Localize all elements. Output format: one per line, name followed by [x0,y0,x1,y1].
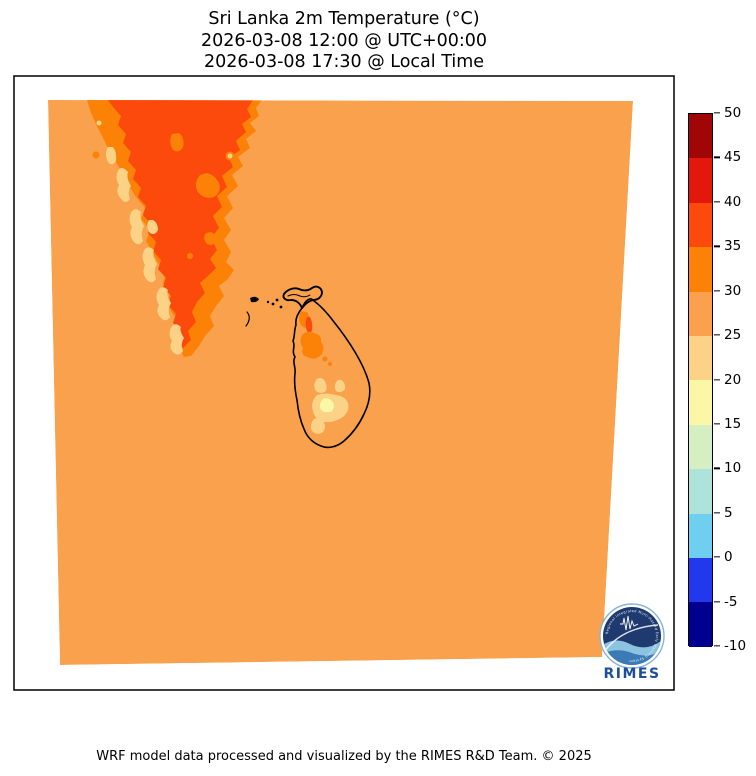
colorbar-bar [688,113,713,647]
sri-lanka-band-20-25 [334,379,346,393]
colorbar-ticks: 50 45 40 35 30 25 20 15 10 5 0 -5 -10 [713,105,756,654]
sri-lanka-band-20-25 [314,378,327,393]
colorbar-segment [689,424,712,470]
ghats-band-20-25 [116,168,131,202]
offshore-islet [279,305,283,309]
india-band-30-35-hole [195,173,220,198]
colorbar-tick-label: 35 [724,238,742,255]
colorbar-tick [714,334,720,336]
colorbar-tick-label: 40 [724,193,742,210]
colorbar-tick-label: 25 [724,327,742,344]
colorbar-tick-label: -5 [724,593,738,610]
colorbar-tick-label: 5 [724,504,733,521]
sri-lanka-band-30-35-dot [328,362,332,366]
offshore-islet [275,298,279,302]
colorbar-tick [714,467,720,469]
colorbar-segment [689,602,712,647]
sri-lanka-band-30-35-dot [322,356,328,362]
india-band-30-35-hole [187,253,193,259]
jaffna-peninsula-outline [282,285,323,309]
ghats-band-20-25 [142,247,157,283]
colorbar-segment [689,202,712,248]
figure-subtitle-utc: 2026-03-08 12:00 @ UTC+00:00 [200,30,488,51]
sri-lanka-outline [292,298,371,449]
colorbar-tick-label: 45 [724,149,742,166]
colorbar-segment [689,247,712,292]
sri-lanka-band-30-35 [300,331,324,359]
sri-lanka-band-20-25 [310,418,325,434]
india-band-30-35-hole [170,133,184,152]
colorbar-tick [714,556,720,558]
ghats-band-20-25 [147,220,158,234]
india-rameswaram-coast [245,311,250,327]
colorbar-tick-label: 30 [724,282,742,299]
colorbar-segment [689,336,712,381]
colorbar-tick [714,600,720,603]
sri-lanka-band-15-20-core [319,398,334,413]
colorbar-segment [689,114,712,159]
colorbar-tick [714,290,720,292]
rimes-logo: Regional Integrated Multi-Hazard Early W… [599,603,665,682]
colorbar-tick-label: 10 [724,460,742,477]
india-band-30-35-spot [92,151,100,159]
colorbar-tick [714,156,720,159]
pamban-island [250,296,259,303]
colorbar-segment [689,513,712,559]
colorbar-tick [714,378,720,381]
figure-title-block: Sri Lanka 2m Temperature (°C) 2026-03-08… [14,9,674,74]
ghats-band-20-25 [169,324,184,355]
colorbar-segment [689,558,712,603]
colorbar-tick-label: 0 [724,549,733,566]
figure-subtitle-local: 2026-03-08 17:30 @ Local Time [203,52,485,72]
colorbar-tick [714,512,720,514]
offshore-islet [266,300,270,304]
colorbar-tick-label: -10 [724,638,747,654]
colorbar-segment [689,380,712,425]
colorbar-tick [714,245,720,247]
colorbar-tick [714,423,720,425]
colorbar-segment [689,469,712,514]
colorbar-tick-label: 20 [724,371,742,388]
colorbar-tick [714,112,720,114]
colorbar-segment [689,158,712,203]
sri-lanka-coastline [245,285,371,449]
offshore-islet [271,302,275,306]
colorbar-tick-label: 50 [724,105,742,121]
logo-seismogram-icon [620,615,639,631]
colorbar-segment [689,291,712,337]
india-band-35-40 [102,100,253,348]
ghats-band-20-25 [156,287,171,321]
ghats-band-20-25 [129,209,144,245]
india-band-30-35-hole [204,232,217,245]
colorbar-tick-label: 15 [724,415,742,432]
figure-title: Sri Lanka 2m Temperature (°C) [208,9,480,29]
ghats-band-20-25 [96,120,102,126]
ghats-band-20-25 [106,147,117,165]
footer-credit: WRF model data processed and visualized … [96,749,592,764]
sri-lanka-band-35-40 [305,317,313,334]
colorbar-tick [714,201,720,203]
logo-swoosh [603,624,659,653]
colorbar-tick [714,645,720,647]
india-cool-spot [227,153,233,159]
rimes-logo-wordmark: RIMES [603,666,660,682]
temperature-field [48,100,633,665]
jaffna-lagoon-line [287,294,311,298]
